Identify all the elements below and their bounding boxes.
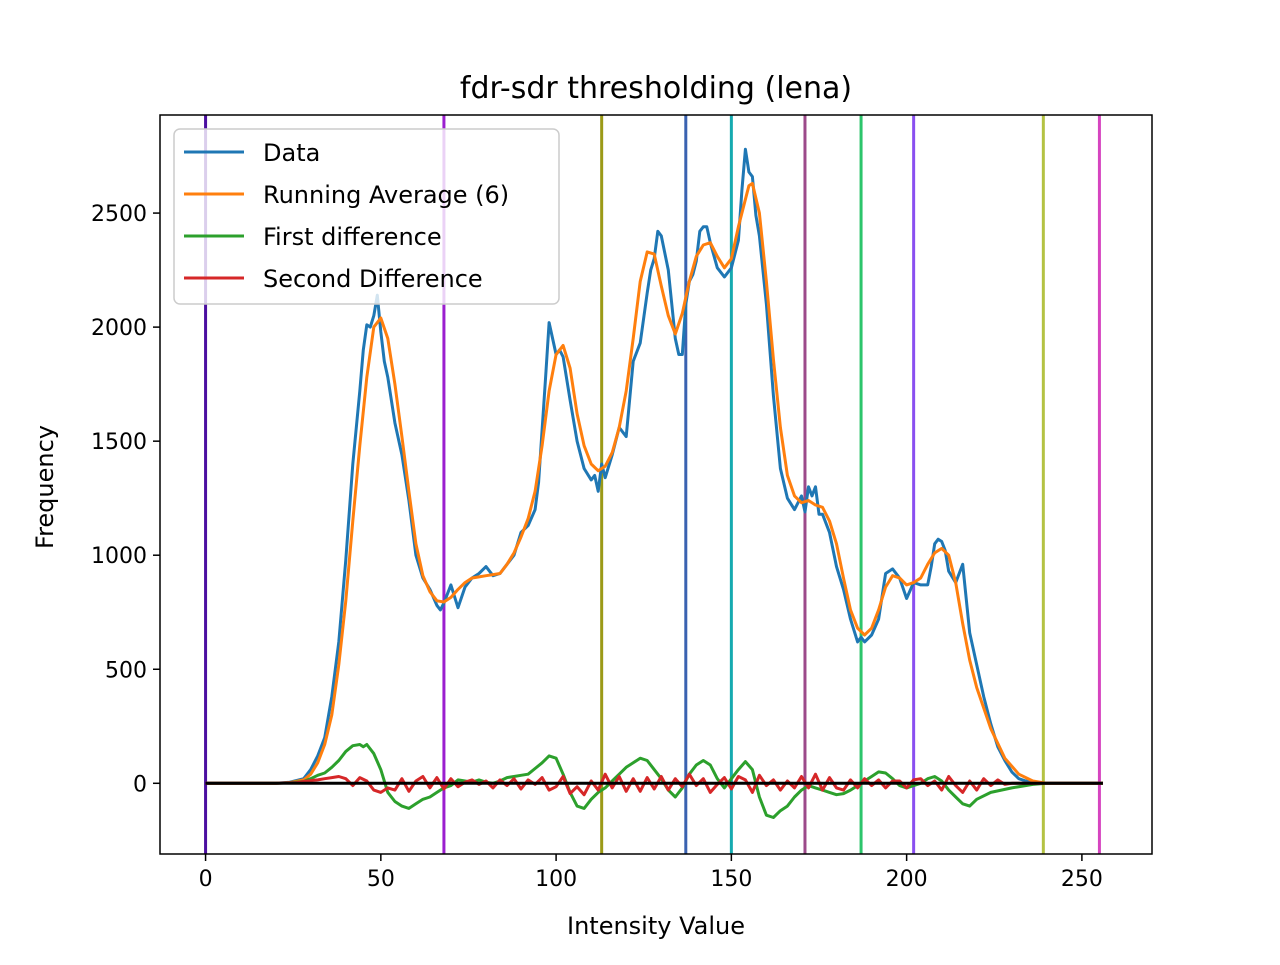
- legend-label-second-difference: Second Difference: [263, 265, 483, 293]
- series-line-first-difference: [205, 743, 1103, 819]
- y-tick-label: 2500: [91, 202, 147, 227]
- x-tick-label: 150: [710, 867, 752, 892]
- y-tick-label: 1000: [91, 544, 147, 569]
- x-axis-ticks: 0 50 100 150 200 250: [199, 854, 1103, 892]
- x-tick-label: 50: [367, 867, 395, 892]
- chart-title: fdr-sdr thresholding (lena): [460, 71, 852, 106]
- y-axis-label: Frequency: [31, 425, 59, 549]
- legend: Data Running Average (6) First difference S…: [173, 128, 560, 305]
- x-tick-label: 0: [199, 867, 213, 892]
- threshold-lines: [204, 115, 1101, 854]
- series-layer: [205, 147, 1103, 819]
- legend-label-first-difference: First difference: [263, 223, 442, 251]
- axes-frame: [159, 114, 1153, 855]
- legend-label-data: Data: [263, 139, 320, 167]
- y-tick-label: 500: [105, 658, 147, 683]
- x-axis-label: Intensity Value: [567, 912, 745, 940]
- x-tick-label: 100: [535, 867, 577, 892]
- y-tick-label: 2000: [91, 316, 147, 341]
- y-tick-label: 0: [133, 772, 147, 797]
- series-line-running-average-6: [205, 181, 1103, 785]
- x-tick-label: 250: [1061, 867, 1103, 892]
- legend-label-running-average-6: Running Average (6): [263, 181, 509, 209]
- legend-box: [173, 128, 560, 305]
- x-tick-label: 200: [886, 867, 928, 892]
- y-tick-label: 1500: [91, 430, 147, 455]
- y-axis-ticks: 0 500 1000 1500 2000 2500: [91, 202, 160, 797]
- legend-items: Data Running Average (6) First difference S…: [184, 139, 509, 293]
- plot-area: 0 50 100 150 200 250 0 500 1000 1500 2000 2500: [91, 114, 1153, 892]
